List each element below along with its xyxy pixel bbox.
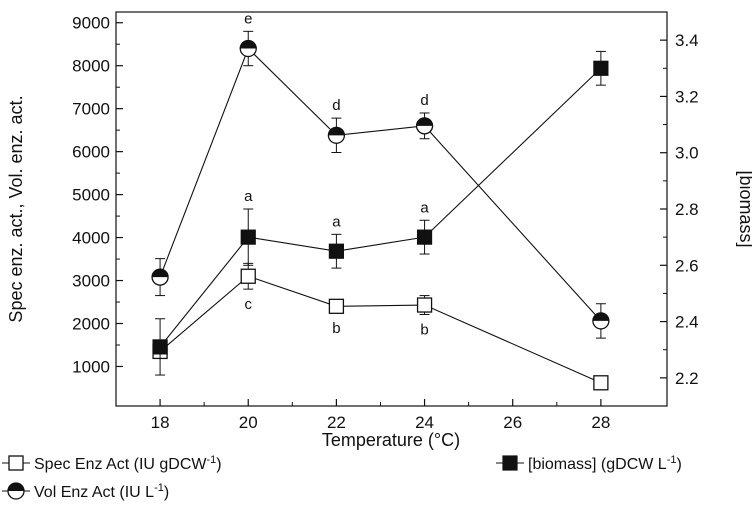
x-tick-label: 24: [415, 413, 434, 432]
y-left-tick-label: 6000: [72, 143, 110, 162]
y-right-tick-label: 2.4: [675, 313, 699, 332]
legend-superscript: -1: [207, 454, 217, 466]
data-point: [415, 117, 434, 135]
y-right-tick-label: 3.4: [675, 31, 699, 50]
data-point: [152, 339, 168, 355]
legend-label: Spec Enz Act (IU gDCW-1): [34, 454, 222, 473]
x-tick-label: 18: [151, 413, 170, 432]
data-point: [327, 126, 346, 144]
marker-fill: [240, 40, 257, 49]
marker-fill: [328, 127, 345, 136]
legend-label: Vol Enz Act (IU L-1): [34, 482, 169, 501]
legend-marker: [502, 455, 518, 471]
marker-fill: [8, 483, 24, 491]
significance-letter: d: [332, 97, 340, 114]
y-axis-right-label: [biomass]: [736, 170, 752, 247]
significance-letter: e: [244, 10, 252, 27]
significance-letter: b: [332, 320, 340, 337]
significance-letter: a: [332, 213, 341, 230]
significance-letter: a: [244, 188, 253, 205]
marker-fill: [152, 269, 169, 278]
significance-letter: a: [420, 199, 429, 216]
series-line: [159, 47, 602, 322]
data-point: [328, 298, 345, 314]
series-3: a a a: [152, 50, 609, 376]
y-left-tick-label: 9000: [72, 14, 110, 33]
legend: Spec Enz Act (IU gDCW-1) Vol Enz Act (IU …: [2, 454, 682, 501]
data-point: [416, 297, 433, 313]
x-axis-label: Temperature (°C): [322, 430, 460, 450]
y-right-tick-label: 2.6: [675, 256, 699, 275]
data-point: [239, 39, 257, 58]
y-right-tick-label: 2.2: [675, 369, 699, 388]
y-left-tick-label: 5000: [72, 186, 110, 205]
x-tick-label: 26: [503, 413, 522, 432]
data-point: [593, 375, 609, 391]
legend-item-2: Vol Enz Act (IU L-1): [2, 482, 169, 501]
y-left-tick-label: 1000: [72, 357, 110, 376]
y-left-tick-label: 4000: [72, 229, 110, 248]
data-point: [240, 229, 256, 245]
data-point: [151, 268, 169, 286]
legend-marker: [7, 482, 25, 500]
y-left-tick-label: 3000: [72, 272, 110, 291]
x-tick-label: 20: [239, 413, 258, 432]
legend-superscript: -1: [154, 482, 164, 494]
plot-frame: [115, 11, 668, 407]
significance-letter: c: [244, 296, 252, 313]
y-right-tick-label: 3.2: [675, 87, 699, 106]
y-right-tick-label: 2.8: [675, 200, 699, 219]
x-tick-label: 22: [327, 413, 346, 432]
data-point: [416, 229, 433, 245]
marker-fill: [592, 312, 609, 321]
significance-letter: d: [420, 92, 428, 109]
data-point: [328, 243, 344, 259]
legend-item-1: Spec Enz Act (IU gDCW-1): [2, 454, 222, 473]
series-2: e d d: [151, 10, 610, 339]
y-left-tick-label: 7000: [72, 100, 110, 119]
series-line: [159, 275, 602, 384]
series-line: [159, 67, 602, 348]
data-point: [240, 268, 256, 284]
legend-marker: [8, 455, 24, 471]
y-axis-left-label: Spec enz. act., Vol. enz. act.: [6, 95, 26, 322]
legend-label: [biomass] (gDCW L-1): [528, 454, 682, 473]
y-right-tick-label: 3.0: [675, 144, 699, 163]
legend-item-3: [biomass] (gDCW L-1): [496, 454, 682, 473]
data-point: [593, 60, 609, 76]
marker-fill: [416, 117, 433, 126]
y-left-tick-label: 8000: [72, 57, 110, 76]
legend-superscript: -1: [667, 454, 677, 466]
significance-letter: b: [420, 321, 428, 338]
y-left-tick-label: 2000: [72, 315, 110, 334]
data-point: [592, 312, 610, 330]
series-1: c b b: [152, 262, 609, 391]
x-tick-label: 28: [591, 413, 610, 432]
